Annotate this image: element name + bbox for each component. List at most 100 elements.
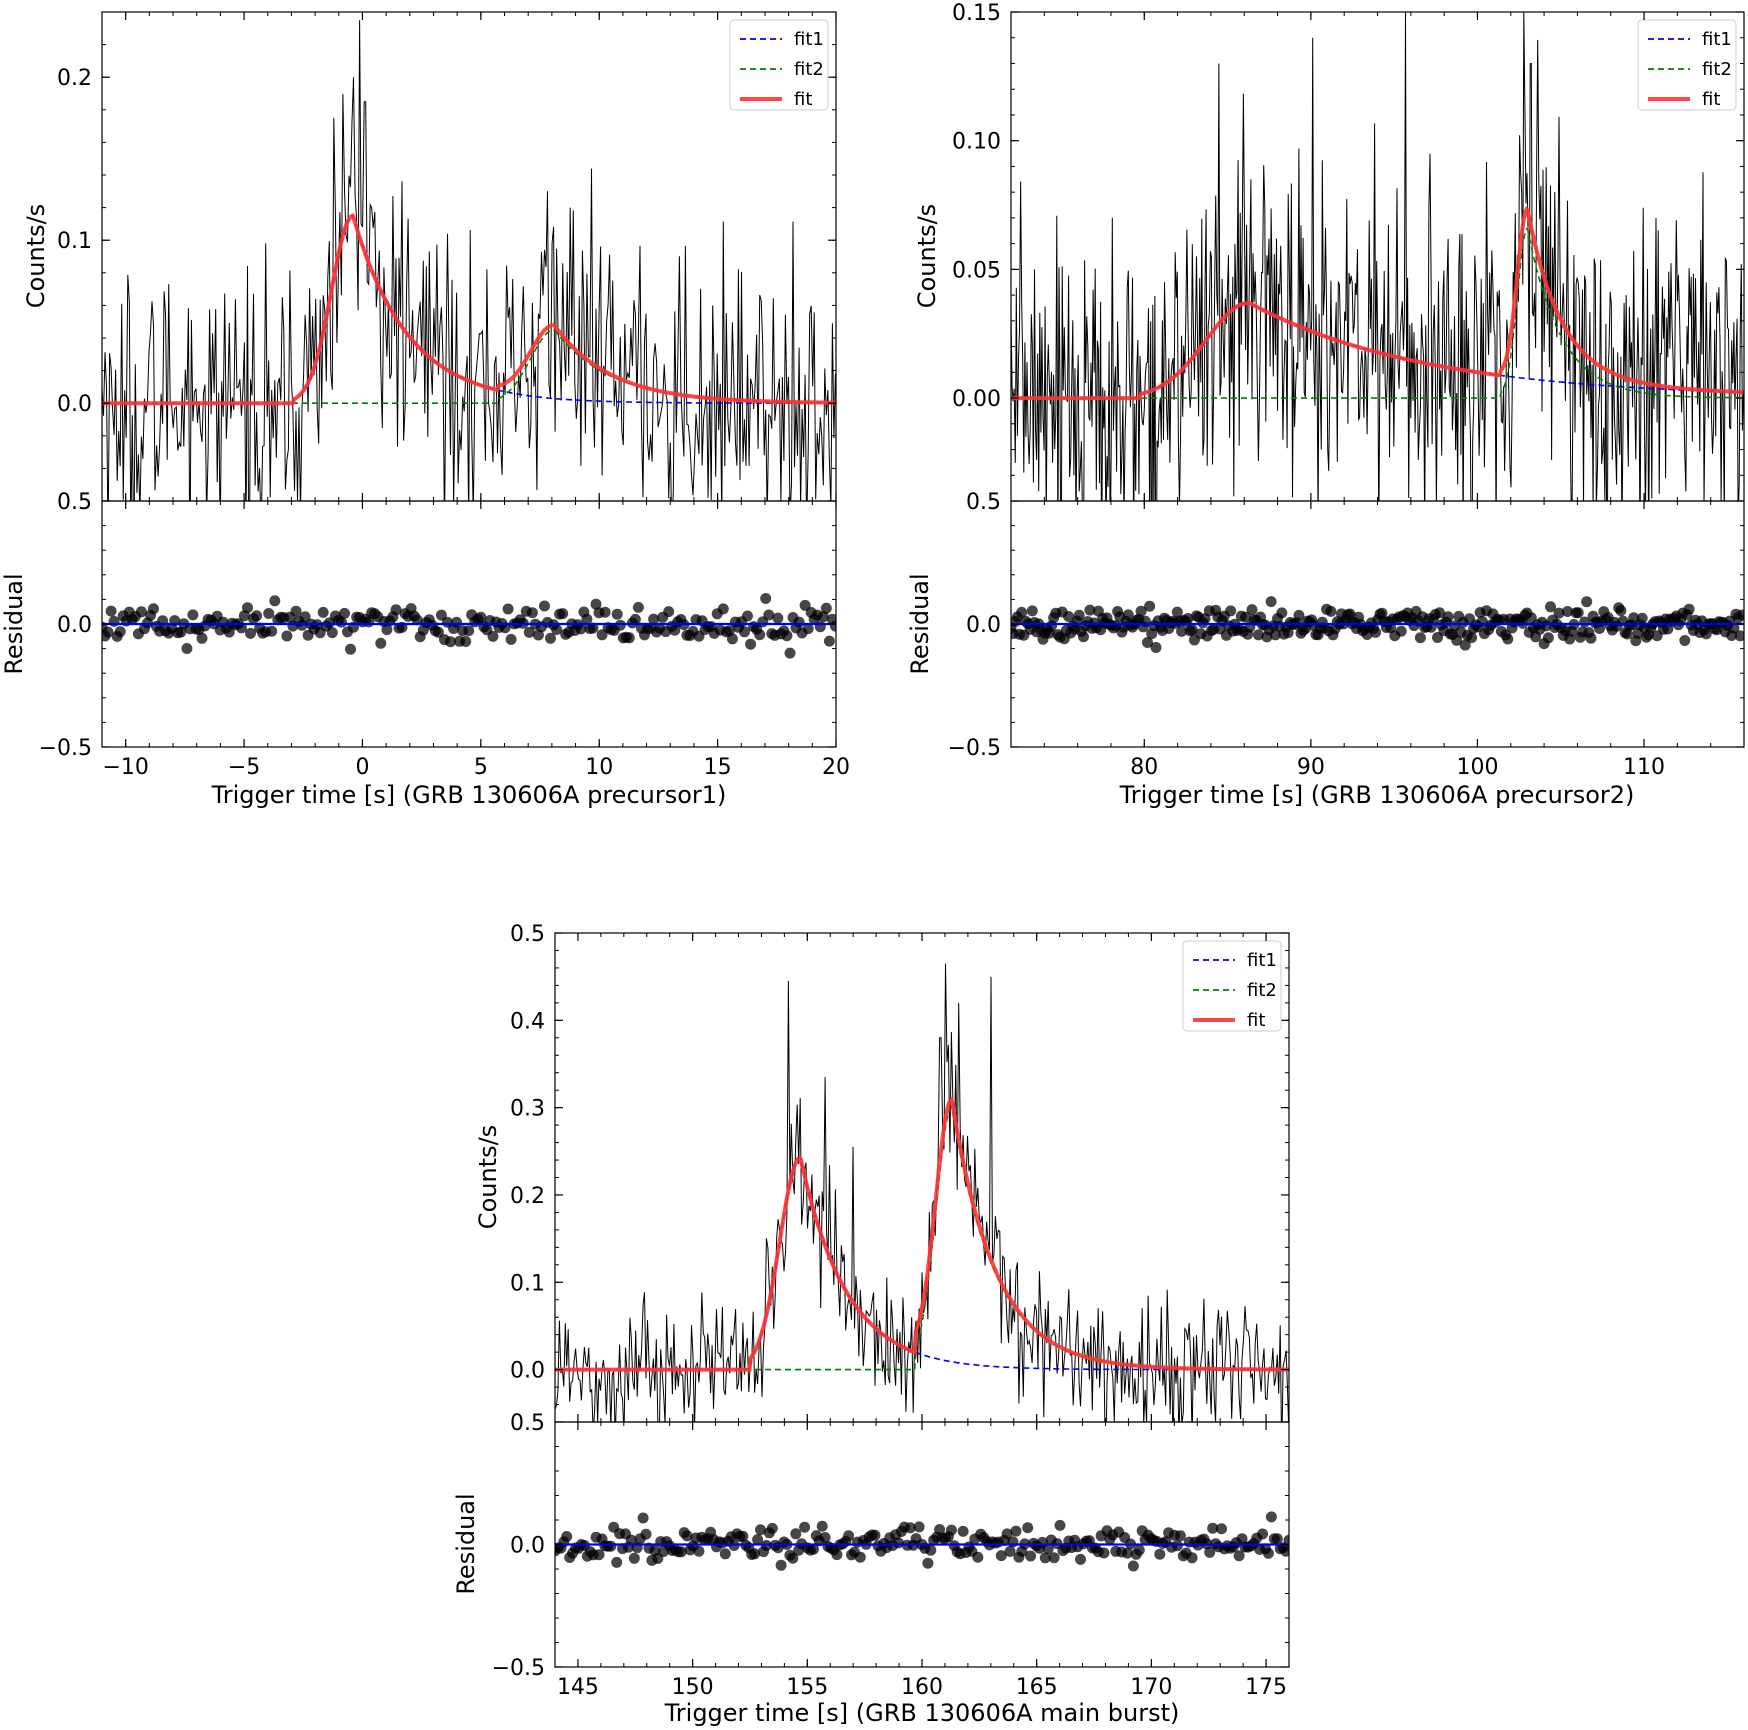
residual-point (148, 603, 159, 615)
residual-point (1010, 1525, 1022, 1537)
residual-point (1026, 605, 1038, 617)
residual-point (390, 604, 402, 616)
residual-point (1262, 1547, 1274, 1559)
residual-point (1084, 604, 1096, 616)
xtick-label: 0 (355, 755, 369, 780)
residual-point (505, 633, 517, 645)
panel-precursor1-residual-points (102, 593, 836, 659)
residual-point (784, 647, 796, 659)
residual-point (611, 608, 623, 620)
residual-point (637, 1512, 649, 1524)
residual-point (790, 1528, 802, 1540)
panel-main-burst-ylabel-top: Counts/s (474, 1125, 502, 1229)
residual-point (781, 630, 793, 642)
residual-point (1135, 605, 1147, 617)
panel-precursor1-top-plot: 0.0 0.1 0.2 Counts/s fit1 fit2 fit (22, 11, 837, 502)
residual-point (1283, 1534, 1289, 1546)
residual-point (1204, 1546, 1216, 1558)
ytick-label: 0.05 (952, 258, 1001, 283)
ytick-label: 0.0 (57, 613, 92, 638)
residual-point (625, 1534, 637, 1546)
residual-point (1048, 1552, 1060, 1564)
legend-box (729, 19, 829, 111)
xtick-label: 175 (1245, 1675, 1287, 1700)
residual-point (934, 1524, 946, 1535)
residual-point (1621, 628, 1633, 640)
residual-point (945, 1524, 957, 1536)
residual-point (719, 1548, 731, 1560)
ytick-label: 0.15 (952, 1, 1001, 26)
legend-label-fit2: fit2 (1247, 980, 1277, 1001)
residual-point (869, 1529, 881, 1541)
residual-point (925, 1544, 937, 1556)
ytick-label: 0.2 (510, 1184, 545, 1209)
residual-point (299, 611, 311, 623)
residual-point (1525, 612, 1537, 624)
panel-precursor1-ylabel-top: Counts/s (22, 204, 50, 308)
residual-point (1344, 608, 1356, 620)
panel-main-burst-xlabel: Trigger time [s] (GRB 130606A main burst… (664, 1699, 1180, 1727)
residual-point (108, 615, 120, 627)
ytick-label: 0.5 (510, 1411, 545, 1436)
panel-precursor2-ylabel-top: Counts/s (913, 204, 941, 308)
legend-label-fit1: fit1 (1247, 950, 1277, 971)
residual-point (1572, 607, 1584, 619)
residual-point (266, 625, 278, 637)
residual-point (823, 635, 835, 647)
residual-point (251, 610, 263, 622)
residual-point (561, 1531, 573, 1542)
residual-point (843, 1530, 855, 1542)
residual-point (593, 1549, 605, 1561)
xtick-label: 165 (1016, 1675, 1058, 1700)
panel-precursor2-legend: fit1 fit2 fit (1637, 19, 1737, 111)
residual-point (1734, 630, 1744, 642)
residual-point (599, 606, 611, 618)
residual-point (475, 611, 487, 623)
panel-main-burst-fit-line (555, 1096, 1289, 1372)
residual-point (223, 626, 235, 638)
residual-point (766, 1522, 778, 1534)
residual-point (445, 636, 456, 648)
residual-point (1016, 606, 1028, 618)
residual-point (1240, 611, 1252, 623)
residual-point (375, 637, 387, 649)
residual-point (317, 606, 329, 618)
xtick-label: −5 (228, 755, 260, 780)
residual-point (1122, 1547, 1133, 1559)
residual-point (1683, 603, 1695, 615)
panel-precursor2-bottom-yticks: −0.5 0.0 0.5 (948, 490, 1744, 761)
residual-point (1728, 622, 1740, 634)
residual-point (1325, 605, 1337, 617)
residual-point (1098, 1547, 1110, 1559)
residual-point (752, 1534, 764, 1546)
residual-point (760, 593, 772, 604)
residual-point (269, 595, 281, 607)
panel-main-burst-fit1-line (555, 1156, 1289, 1371)
residual-point (614, 619, 626, 631)
ytick-label: 0.5 (510, 922, 545, 947)
residual-point (904, 1522, 916, 1534)
ytick-label: 0.00 (952, 387, 1001, 412)
residual-point (1246, 604, 1258, 616)
panel-main-burst: 0.00.10.20.30.40.5 Counts/s fit1fit2fit … (452, 922, 1290, 1727)
residual-point (1280, 1545, 1289, 1557)
residual-point (819, 1532, 831, 1543)
residual-point (1122, 609, 1134, 621)
residual-point (551, 624, 563, 635)
panel-precursor1-residual-series (102, 593, 836, 659)
residual-point (854, 1551, 866, 1563)
residual-point (1581, 596, 1593, 608)
residual-point (1154, 1548, 1166, 1560)
residual-point (596, 629, 608, 641)
residual-point (1615, 605, 1627, 617)
residual-point (1142, 637, 1153, 648)
residual-point (1553, 607, 1565, 619)
residual-point (1004, 1545, 1016, 1557)
residual-point (913, 1521, 925, 1533)
residual-point (1542, 632, 1554, 644)
residual-point (196, 632, 208, 644)
xtick-label: 20 (822, 755, 850, 780)
residual-point (590, 598, 602, 610)
residual-point (669, 624, 681, 636)
